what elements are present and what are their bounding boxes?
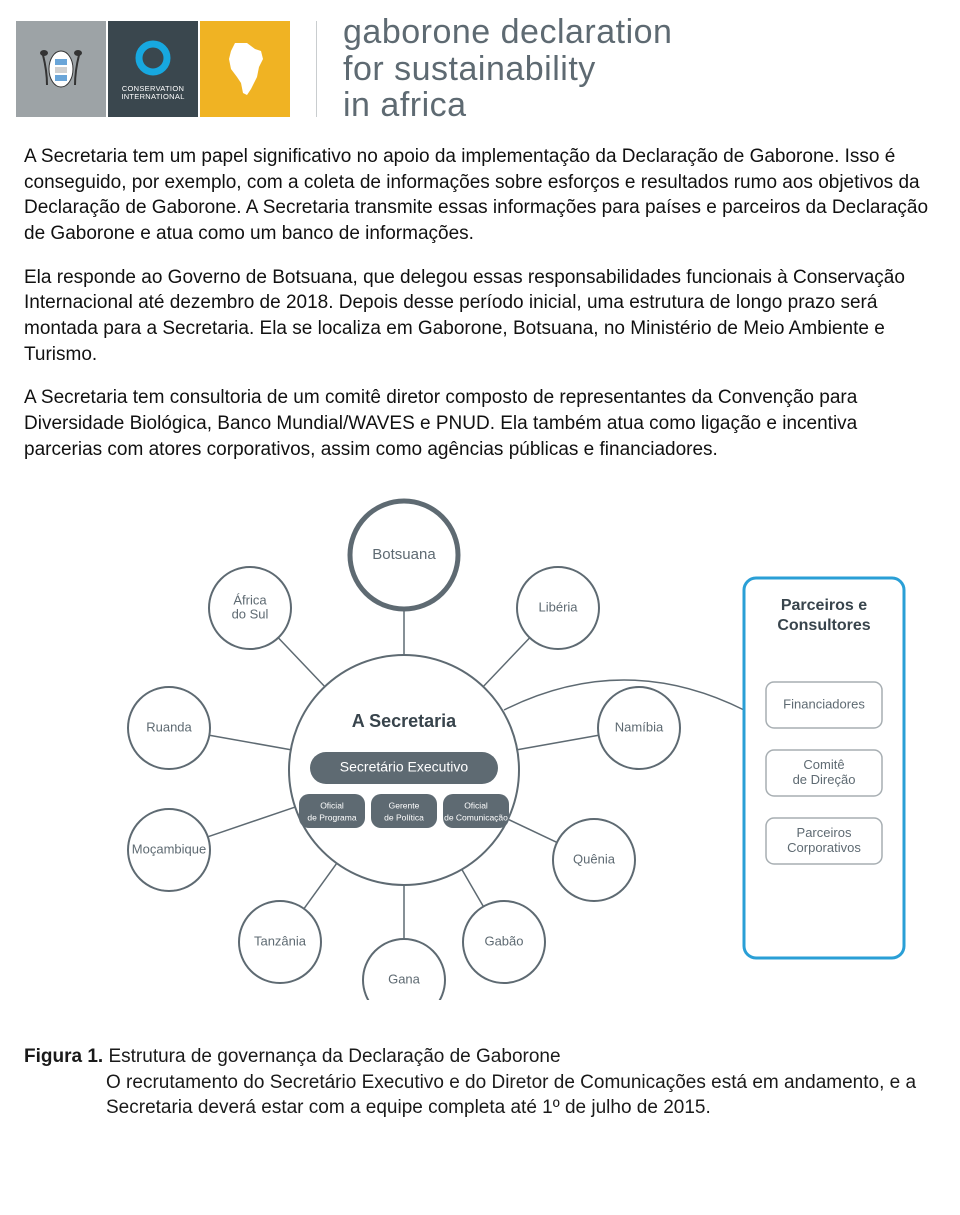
africa-tile: [200, 21, 290, 117]
svg-text:Comitê: Comitê: [803, 757, 844, 772]
ci-ring-icon: [132, 37, 174, 79]
logo-tiles: CONSERVATION INTERNATIONAL: [16, 21, 290, 117]
title-line-2: for sustainability: [343, 51, 672, 88]
ci-label: CONSERVATION INTERNATIONAL: [108, 85, 198, 102]
svg-text:de Política: de Política: [384, 812, 424, 822]
svg-text:Financiadores: Financiadores: [783, 697, 865, 712]
paragraph-3: A Secretaria tem consultoria de um comit…: [24, 385, 936, 462]
svg-text:de Direção: de Direção: [793, 772, 856, 787]
svg-text:Libéria: Libéria: [538, 600, 578, 615]
body-content: A Secretaria tem um papel significativo …: [0, 138, 960, 1044]
governance-diagram: A Secretaria Secretário Executivo Oficial d…: [24, 490, 934, 1000]
svg-text:Gana: Gana: [388, 972, 421, 987]
svg-text:Corporativos: Corporativos: [787, 840, 861, 855]
svg-text:Quênia: Quênia: [573, 852, 616, 867]
svg-text:Consultores: Consultores: [777, 617, 870, 634]
svg-text:de Comunicação: de Comunicação: [444, 812, 508, 822]
coat-of-arms-icon: [33, 41, 89, 97]
svg-text:Moçambique: Moçambique: [132, 842, 206, 857]
svg-text:Namíbia: Namíbia: [615, 720, 664, 735]
figure-title: Estrutura de governança da Declaração de…: [108, 1046, 560, 1067]
title-line-1: gaborone declaration: [343, 14, 672, 51]
header-divider: [316, 21, 317, 117]
paragraph-2: Ela responde ao Governo de Botsuana, que…: [24, 265, 936, 368]
svg-text:de Programa: de Programa: [307, 812, 356, 822]
svg-text:Parceiros: Parceiros: [797, 825, 852, 840]
svg-text:Parceiros e: Parceiros e: [781, 597, 867, 614]
svg-text:do Sul: do Sul: [232, 607, 269, 622]
document-title: gaborone declaration for sustainability …: [343, 14, 672, 124]
svg-text:Oficial: Oficial: [464, 800, 488, 810]
svg-text:A Secretaria: A Secretaria: [352, 711, 457, 731]
svg-text:Tanzânia: Tanzânia: [254, 934, 307, 949]
svg-text:Oficial: Oficial: [320, 800, 344, 810]
svg-text:Gabão: Gabão: [484, 934, 523, 949]
africa-icon: [217, 37, 273, 101]
svg-text:África: África: [233, 593, 267, 608]
conservation-intl-tile: CONSERVATION INTERNATIONAL: [108, 21, 198, 117]
paragraph-1: A Secretaria tem um papel significativo …: [24, 144, 936, 247]
title-line-3: in africa: [343, 87, 672, 124]
svg-text:Secretário Executivo: Secretário Executivo: [340, 759, 469, 775]
svg-text:Botsuana: Botsuana: [372, 546, 436, 563]
botswana-emblem-tile: [16, 21, 106, 117]
figure-caption: Figura 1. Estrutura de governança da Dec…: [0, 1044, 960, 1151]
figure-label: Figura 1.: [24, 1046, 103, 1067]
svg-text:Ruanda: Ruanda: [146, 720, 192, 735]
document-header: CONSERVATION INTERNATIONAL gaborone decl…: [0, 0, 960, 138]
svg-text:Gerente: Gerente: [389, 800, 420, 810]
figure-body: O recrutamento do Secretário Executivo e…: [24, 1070, 936, 1121]
